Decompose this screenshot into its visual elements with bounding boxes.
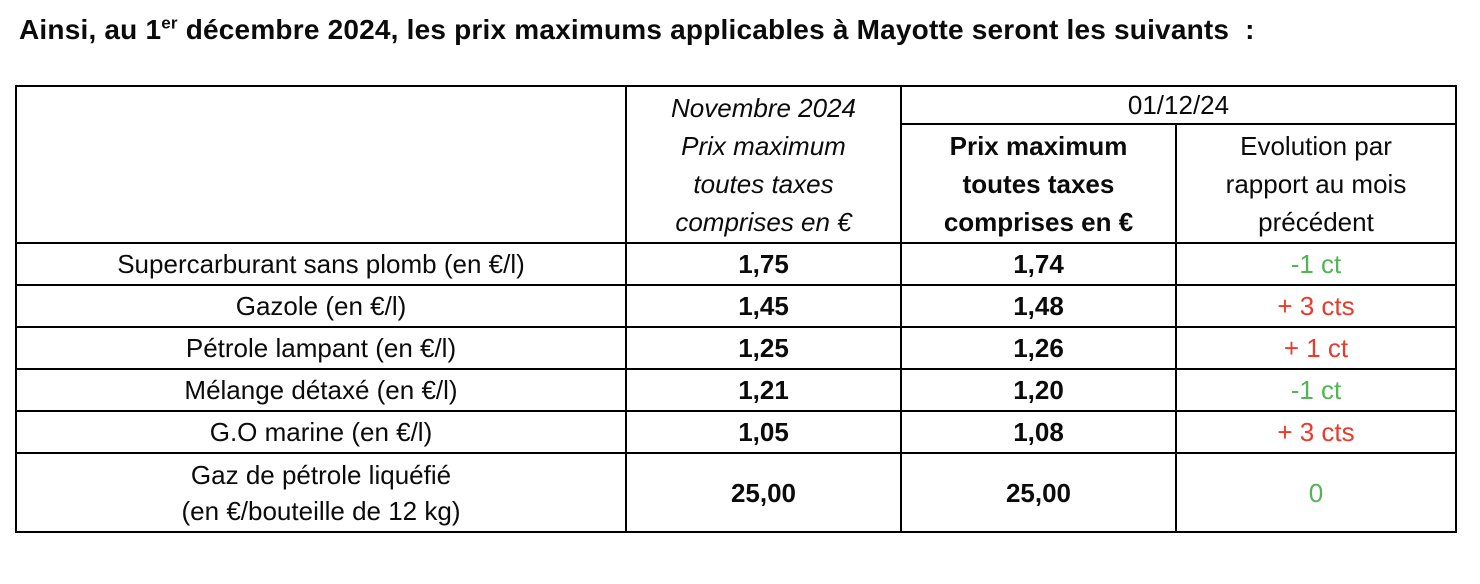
november-price: 25,00 xyxy=(625,452,902,533)
december-price: 25,00 xyxy=(900,452,1177,533)
evolution-value: -1 ct xyxy=(1175,242,1457,286)
december-price: 1,08 xyxy=(900,410,1177,454)
november-price: 1,45 xyxy=(625,284,902,328)
november-price: 1,21 xyxy=(625,368,902,412)
product-name: Mélange détaxé (en €/l) xyxy=(15,368,627,412)
december-price: 1,74 xyxy=(900,242,1177,286)
product-name: G.O marine (en €/l) xyxy=(15,410,627,454)
intro-text-before-superscript: Ainsi, au 1 xyxy=(19,14,162,45)
december-price: 1,26 xyxy=(900,326,1177,370)
header-row-date: Novembre 2024 Prix maximum toutes taxes … xyxy=(15,85,1457,244)
header-date-01-12-24: 01/12/24 xyxy=(900,85,1457,125)
evolution-value: -1 ct xyxy=(1175,368,1457,412)
november-price: 1,05 xyxy=(625,410,902,454)
table-row-gaz-petrole-liquefie: Gaz de pétrole liquéfié (en €/bouteille … xyxy=(15,452,1457,533)
evolution-value: + 3 cts xyxy=(1175,284,1457,328)
table-row-gazole: Gazole (en €/l) 1,45 1,48 + 3 cts xyxy=(15,284,1457,328)
table-row-go-marine: G.O marine (en €/l) 1,05 1,08 + 3 cts xyxy=(15,410,1457,454)
november-price: 1,75 xyxy=(625,242,902,286)
product-name: Supercarburant sans plomb (en €/l) xyxy=(15,242,627,286)
table-row-petrole-lampant: Pétrole lampant (en €/l) 1,25 1,26 + 1 c… xyxy=(15,326,1457,370)
table-row-supercarburant: Supercarburant sans plomb (en €/l) 1,75 … xyxy=(15,242,1457,286)
product-name: Gazole (en €/l) xyxy=(15,284,627,328)
product-name: Gaz de pétrole liquéfié (en €/bouteille … xyxy=(15,452,627,533)
table-row-melange-detaxe: Mélange détaxé (en €/l) 1,21 1,20 -1 ct xyxy=(15,368,1457,412)
evolution-value: + 1 ct xyxy=(1175,326,1457,370)
december-price: 1,20 xyxy=(900,368,1177,412)
header-row-subheaders: Prix maximum toutes taxes comprises en €… xyxy=(16,123,1457,244)
intro-text-after-superscript: décembre 2024, les prix maximums applica… xyxy=(177,14,1255,45)
product-name: Pétrole lampant (en €/l) xyxy=(15,326,627,370)
header-november-2024: Novembre 2024 Prix maximum toutes taxes … xyxy=(625,85,902,244)
november-price: 1,25 xyxy=(625,326,902,370)
fuel-price-table: Novembre 2024 Prix maximum toutes taxes … xyxy=(15,85,1457,533)
evolution-value: + 3 cts xyxy=(1175,410,1457,454)
header-december-price: Prix maximum toutes taxes comprises en € xyxy=(900,123,1177,244)
header-evolution: Evolution par rapport au mois précédent xyxy=(1175,123,1457,244)
evolution-value: 0 xyxy=(1175,452,1457,533)
intro-sentence: Ainsi, au 1er décembre 2024, les prix ma… xyxy=(19,14,1480,46)
ordinal-superscript: er xyxy=(161,13,178,33)
december-price: 1,48 xyxy=(900,284,1177,328)
header-empty-cell xyxy=(15,85,627,244)
